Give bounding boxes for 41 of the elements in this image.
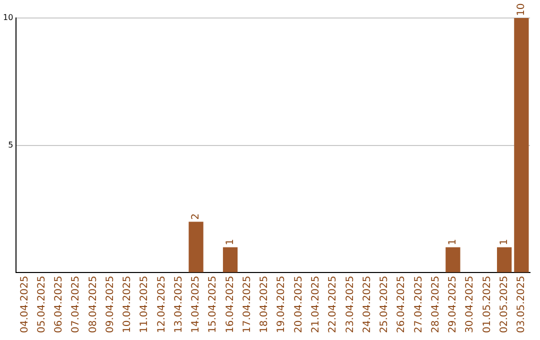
x-tick-label: 26.04.2025	[396, 276, 408, 334]
x-tick-label: 30.04.2025	[464, 276, 476, 334]
x-tick-label: 12.04.2025	[156, 276, 168, 334]
x-tick-label: 18.04.2025	[259, 276, 270, 334]
x-tick-label: 20.04.2025	[293, 276, 304, 334]
x-tick-label: 28.04.2025	[430, 276, 442, 334]
data-label: 1	[498, 238, 510, 246]
data-label: 1	[224, 238, 236, 246]
x-tick-label: 02.05.2025	[498, 276, 510, 334]
x-tick-label: 09.04.2025	[104, 276, 116, 334]
x-tick-label: 27.04.2025	[413, 276, 424, 334]
x-tick-label: 01.05.2025	[482, 276, 493, 334]
x-tick-label: 24.04.2025	[362, 276, 373, 334]
x-tick-label: 11.04.2025	[139, 276, 150, 334]
bar	[222, 247, 238, 272]
data-label: 2	[190, 213, 202, 220]
data-label: 10	[516, 3, 528, 16]
x-tick-label: 16.04.2025	[224, 276, 236, 334]
x-tick-label: 13.04.2025	[173, 276, 184, 334]
x-tick-label: 10.04.2025	[122, 276, 134, 334]
x-tick-label: 15.04.2025	[208, 276, 219, 334]
data-label: 1	[448, 238, 459, 246]
x-tick-label: 21.04.2025	[310, 276, 322, 334]
x-tick-label: 08.04.2025	[88, 276, 99, 334]
x-tick-label: 14.04.2025	[190, 276, 202, 334]
x-tick-label: 05.04.2025	[36, 276, 48, 334]
bar	[514, 18, 529, 272]
x-tick-label: 23.04.2025	[344, 276, 356, 334]
x-tick-label: 03.05.2025	[516, 276, 528, 334]
x-tick-label: 04.04.2025	[19, 276, 30, 334]
x-tick-label: 29.04.2025	[448, 276, 459, 334]
bar	[188, 222, 204, 272]
bar	[446, 247, 460, 272]
x-tick-label: 22.04.2025	[328, 276, 339, 334]
x-tick-label: 06.04.2025	[54, 276, 65, 334]
x-tick-label: 07.04.2025	[70, 276, 82, 334]
bar	[496, 247, 512, 272]
x-tick-label: 19.04.2025	[276, 276, 288, 334]
x-tick-label: 25.04.2025	[379, 276, 390, 334]
y-tick-label: 5	[8, 140, 14, 150]
x-tick-label: 17.04.2025	[242, 276, 253, 334]
